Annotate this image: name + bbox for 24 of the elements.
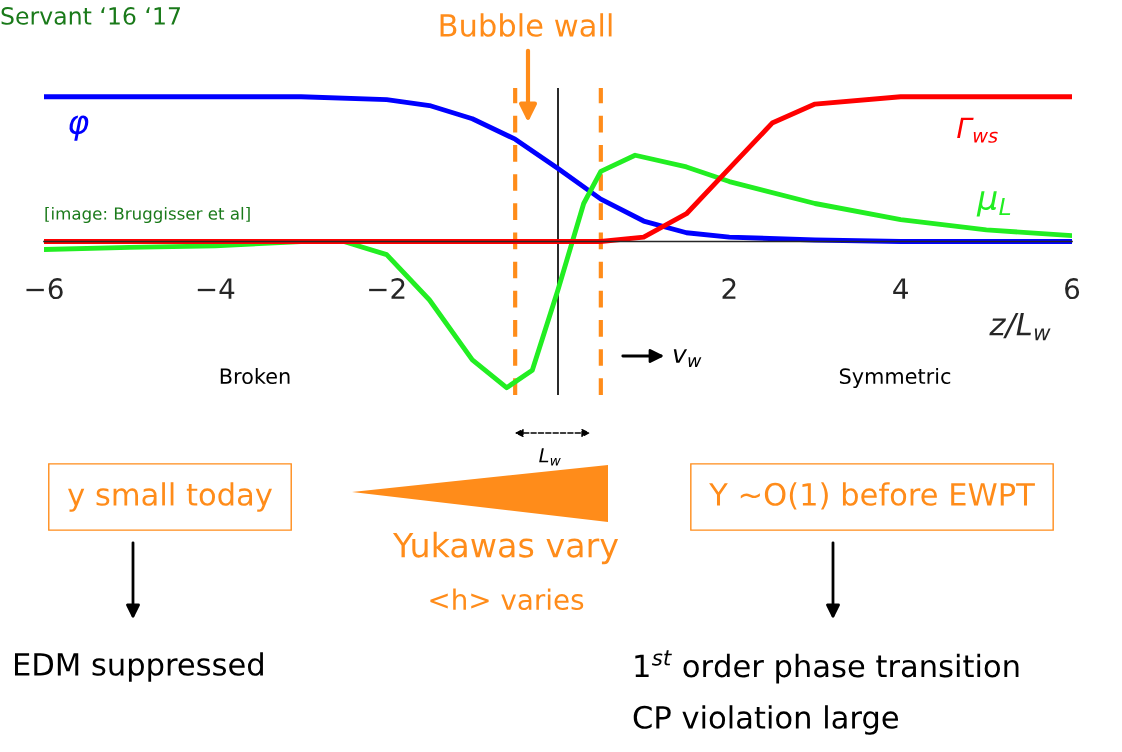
text: Yukawas vary	[392, 531, 619, 565]
annotation: Broken	[220, 367, 290, 385]
text: EDM suppressed	[15, 652, 263, 682]
text: CP violation large	[633, 705, 899, 735]
x-axis-title: z/L$_{w}$	[989, 313, 1051, 341]
text: <h> varies	[430, 588, 584, 611]
text: L$_{w}$	[539, 448, 561, 466]
annotation: [image: Bruggisser et al]	[45, 206, 250, 224]
series-label: Γ$_{ws}$	[957, 117, 998, 143]
text: y small today	[68, 482, 272, 512]
annotation: Symmetric	[839, 367, 951, 389]
x-tick-label: 6	[1065, 278, 1080, 300]
annotation: v$_{w}$	[673, 349, 702, 367]
x-tick-label: −2	[369, 278, 405, 299]
x-tick-label: 2	[722, 278, 736, 299]
text: Y ~O(1) before EWPT	[709, 482, 1035, 510]
text: Servant ‘16 ‘17	[1, 6, 180, 25]
series-label: φ	[69, 115, 89, 141]
x-tick-label: −6	[26, 278, 63, 300]
text: Bubble wall	[440, 13, 612, 37]
series-label: μ$_{L}$	[976, 191, 1011, 217]
x-tick-label: −4	[197, 278, 235, 299]
text: 1$^{st}$ order phase transition	[635, 650, 1019, 684]
x-tick-label: 4	[893, 278, 908, 299]
